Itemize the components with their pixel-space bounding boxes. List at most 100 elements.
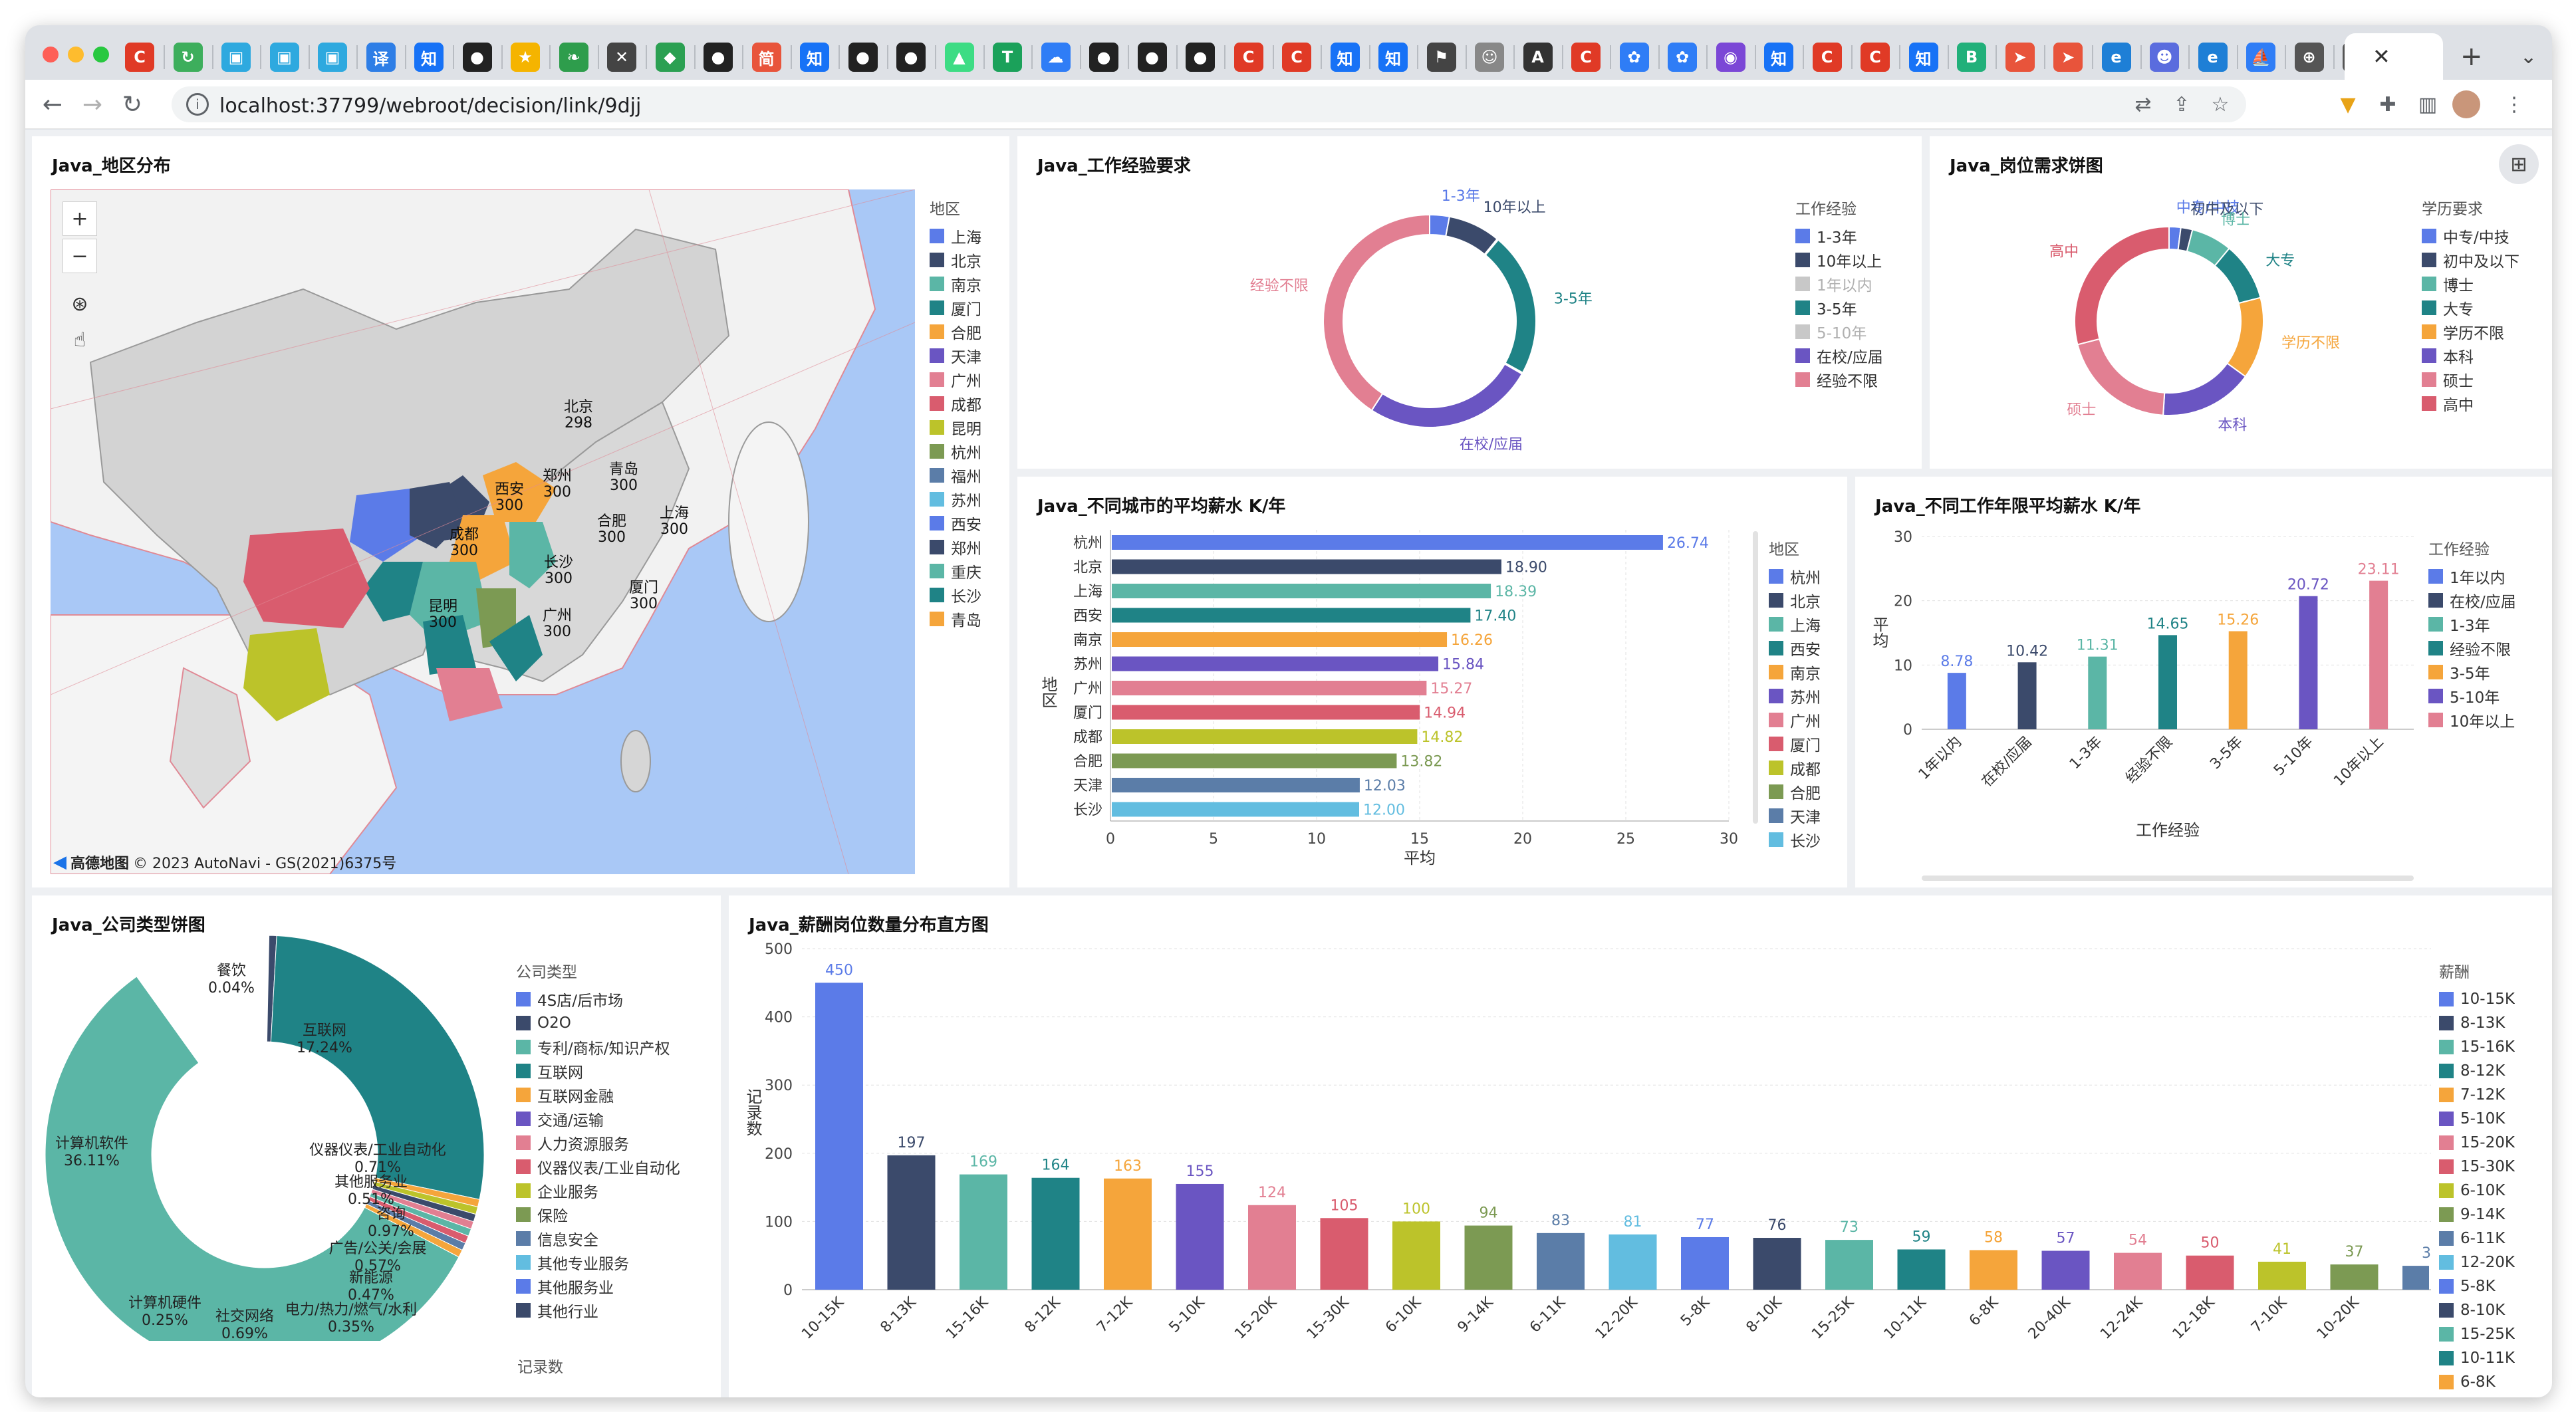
legend-item[interactable]: 苏州 (930, 487, 981, 511)
legend-item[interactable]: 3-5年 (2428, 660, 2516, 684)
flower-tab-icon[interactable]: ✿ (1619, 43, 1649, 72)
b-mark-tab-icon[interactable]: B (1957, 43, 1986, 72)
legend-item[interactable]: 合肥 (1769, 780, 1821, 804)
donut-slice[interactable] (2214, 247, 2261, 304)
legend-item[interactable]: 重庆 (930, 559, 981, 583)
translate-icon[interactable]: ⇄ (2134, 92, 2152, 116)
maximize-window-button[interactable] (93, 47, 109, 62)
legend-item[interactable]: 南京 (1769, 660, 1821, 684)
legend-item[interactable]: 南京 (930, 272, 981, 296)
salary-histogram-chart[interactable]: 0 100 200 300 400 500 450 10-15K 197 8-13K 169 15-1… (729, 935, 2431, 1397)
download-extension-icon[interactable]: ▼ (2340, 92, 2356, 116)
city-salary-chart[interactable]: 0 5 10 15 20 25 30 杭州 26.74 北京 18.90 上海 18.39 西安 17.40… (1017, 523, 1762, 882)
pan-hand-icon[interactable]: ☝ (73, 328, 86, 352)
bar[interactable] (1112, 705, 1420, 720)
legend-item[interactable]: 1-3年 (2428, 612, 2516, 636)
experience-salary-chart[interactable]: 0 10 20 30 8.78 1年以内 10.42 在校/应届 11.31 1-3年 14.65 经… (1855, 523, 2427, 882)
bar[interactable] (2158, 635, 2177, 729)
legend-item[interactable]: 15-25K (2439, 1322, 2515, 1346)
github-tab-icon[interactable]: ● (1186, 43, 1215, 72)
zhihu-tab-icon[interactable]: 知 (1764, 43, 1793, 72)
bar[interactable] (1112, 802, 1359, 817)
globe-tab-icon[interactable]: ⊕ (2294, 43, 2324, 72)
side-panel-icon[interactable]: ▥ (2418, 92, 2438, 116)
csdn-c-tab-icon[interactable]: C (1861, 43, 1890, 72)
legend-item[interactable]: 10-15K (2439, 987, 2515, 1011)
bar[interactable] (1112, 632, 1448, 647)
legend-item[interactable]: 仪器仪表/工业自动化 (516, 1155, 715, 1179)
chat-tab-icon[interactable]: ◉ (1716, 43, 1745, 72)
legend-item[interactable]: 上海 (930, 224, 981, 248)
close-x-tab-icon[interactable]: ✕ (607, 43, 636, 72)
bar[interactable] (1112, 656, 1439, 671)
bar[interactable] (2402, 1266, 2429, 1290)
edge-tab-icon[interactable]: e (2101, 43, 2131, 72)
donut-slice[interactable] (1370, 363, 1523, 428)
flower-tab-icon[interactable]: ✿ (1668, 43, 1697, 72)
bilibili-tab-icon[interactable]: ▣ (269, 43, 299, 72)
bar[interactable] (1112, 753, 1397, 768)
zoom-out-button[interactable]: − (63, 239, 97, 273)
bar[interactable] (1112, 729, 1418, 744)
legend-item[interactable]: O2O (516, 1011, 715, 1035)
legend-item[interactable]: 10年以上 (1795, 248, 1883, 272)
legend-item[interactable]: 广州 (1769, 708, 1821, 732)
donut-slice[interactable] (2226, 296, 2264, 378)
new-tab-button[interactable]: + (2460, 41, 2483, 72)
legend-item[interactable]: 保险 (516, 1203, 715, 1227)
legend-item[interactable]: 合肥 (930, 320, 981, 344)
bar[interactable] (2369, 580, 2388, 729)
bar[interactable] (815, 983, 863, 1290)
bar[interactable] (1970, 1250, 2017, 1290)
back-arrow-icon[interactable]: ← (42, 90, 63, 118)
bar[interactable] (2088, 656, 2107, 729)
avatar-square-tab-icon[interactable]: ☻ (2150, 43, 2179, 72)
zhihu-tab-icon[interactable]: 知 (1378, 43, 1408, 72)
legend-item[interactable]: 长沙 (930, 583, 981, 607)
legend-item[interactable]: 6-11K (2439, 1227, 2515, 1250)
bilibili-tab-icon[interactable]: ▣ (221, 43, 251, 72)
horizontal-scrollbar[interactable] (1922, 876, 2414, 881)
legend-item[interactable]: 1年以内 (2428, 564, 2516, 588)
legend-item[interactable]: 郑州 (930, 535, 981, 559)
donut-slice[interactable] (2074, 225, 2170, 346)
github-tab-icon[interactable]: ● (462, 43, 492, 72)
bird-tab-icon[interactable]: ➤ (2005, 43, 2035, 72)
bar[interactable] (960, 1174, 1007, 1290)
cloud-tab-icon[interactable]: ☁ (1041, 43, 1071, 72)
bar[interactable] (1609, 1234, 1657, 1290)
legend-item[interactable]: 10年以上 (2428, 708, 2516, 732)
share-icon[interactable]: ⇪ (2173, 92, 2190, 116)
zhihu-tab-icon[interactable]: 知 (1908, 43, 1938, 72)
bar[interactable] (1897, 1249, 1946, 1290)
legend-item[interactable]: 上海 (1769, 612, 1821, 636)
legend-item[interactable]: 12-20K (2439, 1250, 2515, 1274)
refresh-green-tab-icon[interactable]: ↻ (173, 43, 203, 72)
android-tab-icon[interactable]: ▲ (944, 43, 974, 72)
legend-item[interactable]: 西安 (930, 511, 981, 535)
legend-item[interactable]: 初中及以下 (2422, 248, 2519, 272)
legend-item[interactable]: 交通/运输 (516, 1107, 715, 1131)
legend-item[interactable]: 15-30K (2439, 1155, 2515, 1179)
legend-item[interactable]: 西安 (1769, 636, 1821, 660)
legend-item[interactable]: 博士 (2422, 272, 2519, 296)
text-tab-icon[interactable]: T (993, 43, 1022, 72)
close-window-button[interactable] (43, 47, 59, 62)
legend-item[interactable]: 互联网 (516, 1059, 715, 1083)
github-tab-icon[interactable]: ● (848, 43, 878, 72)
a-mark-tab-icon[interactable]: A (1523, 43, 1553, 72)
csdn-c-tab-icon[interactable]: C (125, 43, 154, 72)
legend-item[interactable]: 大专 (2422, 296, 2519, 320)
bar[interactable] (2258, 1261, 2306, 1290)
legend-item[interactable]: 5-10年 (1795, 320, 1883, 344)
legend-item[interactable]: 福州 (930, 463, 981, 487)
legend-item[interactable]: 广州 (930, 368, 981, 392)
legend-item[interactable]: 其他行业 (516, 1298, 715, 1322)
legend-item[interactable]: 长沙 (1769, 828, 1821, 852)
reload-icon[interactable]: ↻ (122, 90, 143, 118)
donut-slice[interactable] (270, 935, 485, 1200)
legend-item[interactable]: 经验不限 (1795, 368, 1883, 392)
legend-item[interactable]: 8-13K (2439, 1011, 2515, 1035)
bilibili-tab-icon[interactable]: ▣ (318, 43, 347, 72)
